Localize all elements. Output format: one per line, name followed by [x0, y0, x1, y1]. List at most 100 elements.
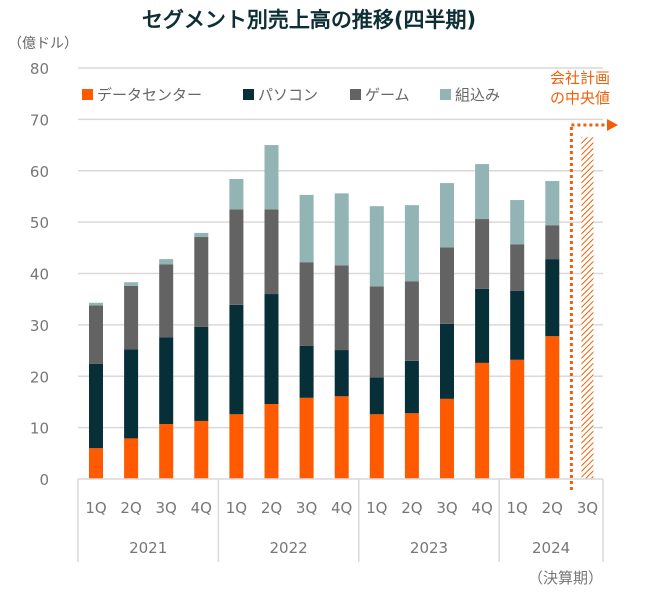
legend: データセンター パソコン ゲーム 組込み — [82, 86, 500, 104]
bar-segment — [404, 413, 419, 479]
bar-segment — [159, 337, 174, 425]
bar-segment — [124, 285, 139, 350]
bar-segment — [89, 305, 103, 364]
x-axis: 1Q 2Q 3Q 4Q 1Q 2Q 3Q 4Q 1Q 2Q 3Q 4Q 1Q 2Q 3Q 2021 2022 20… — [77, 478, 604, 562]
bar-segment — [299, 345, 314, 398]
bar-segment — [194, 420, 209, 479]
bar-segment — [475, 164, 490, 220]
bar-segment — [545, 181, 560, 226]
bar-segment — [334, 265, 349, 351]
legend-label: 組込み — [455, 86, 500, 104]
legend-swatch — [350, 89, 361, 100]
bar-segment — [440, 323, 454, 399]
x-tick-label: 1Q — [226, 499, 247, 517]
bar-segment — [545, 259, 560, 337]
bar-segment — [440, 183, 454, 248]
bar-segment — [194, 232, 209, 238]
x-tick-label: 3Q — [296, 499, 317, 517]
x-tick-label: 4Q — [331, 499, 352, 517]
legend-label: ゲーム — [365, 86, 410, 104]
bar-segment — [194, 237, 209, 327]
bar-segment — [510, 290, 525, 360]
bar-segment — [194, 326, 209, 421]
bar-segment — [229, 414, 244, 479]
x-tick-label: 2Q — [401, 499, 422, 517]
y-tick-label: 20 — [30, 368, 49, 386]
x-tick-label: 4Q — [471, 499, 492, 517]
bar-segment — [124, 349, 139, 439]
bar-segment — [510, 244, 525, 291]
x-tick-label: 1Q — [366, 499, 387, 517]
x-axis-unit-label: （決算期） — [528, 569, 603, 587]
bar-segment — [89, 363, 103, 449]
bar-segment — [264, 294, 279, 404]
year-label: 2023 — [410, 539, 448, 557]
bar-segment — [510, 200, 525, 245]
x-tick-label: 1Q — [507, 499, 528, 517]
bar-segment — [89, 448, 103, 479]
year-label: 2022 — [270, 539, 308, 557]
legend-swatch — [243, 89, 254, 100]
bar-segment — [369, 286, 384, 378]
bar-segment — [124, 282, 139, 286]
bar-segment — [545, 225, 560, 260]
bars — [89, 145, 560, 479]
bar-segment — [440, 247, 454, 324]
x-tick-label: 2Q — [542, 499, 563, 517]
bar-segment — [369, 377, 384, 415]
bar-segment — [369, 414, 384, 479]
bar-segment — [264, 403, 279, 479]
x-tick-label: 3Q — [436, 499, 457, 517]
bar-segment — [89, 302, 103, 306]
bar-segment — [334, 396, 349, 479]
bar-segment — [404, 360, 419, 414]
bar-segment — [475, 219, 490, 289]
y-tick-label: 0 — [39, 471, 49, 489]
bar-segment — [264, 209, 279, 295]
bar-segment — [159, 259, 174, 265]
bar-segment — [404, 205, 419, 282]
bar-segment — [475, 362, 490, 479]
x-tick-label: 3Q — [156, 499, 177, 517]
y-tick-label: 60 — [30, 163, 49, 181]
bar-segment — [159, 264, 174, 338]
bar-segment — [229, 304, 244, 415]
bar-segment — [264, 145, 279, 210]
bar-segment — [159, 424, 174, 479]
y-axis-unit-label: （億ドル） — [8, 36, 78, 52]
bar-segment — [229, 209, 244, 305]
bar-segment — [404, 281, 419, 361]
bar-segment — [545, 336, 560, 479]
bar-segment — [299, 262, 314, 346]
bar-segment — [440, 398, 454, 479]
x-tick-label: 1Q — [85, 499, 106, 517]
x-tick-label: 3Q — [577, 499, 598, 517]
legend-swatch — [82, 89, 93, 100]
y-axis-ticks: 0 10 20 30 40 50 60 70 80 — [30, 60, 49, 489]
year-label: 2024 — [532, 539, 570, 557]
y-tick-label: 70 — [30, 111, 49, 129]
y-tick-label: 40 — [30, 266, 49, 284]
x-tick-label: 2Q — [120, 499, 141, 517]
legend-label: パソコン — [258, 86, 318, 104]
bar-segment — [334, 350, 349, 397]
year-label: 2021 — [129, 539, 167, 557]
y-tick-label: 80 — [30, 60, 49, 78]
chart-title: セグメント別売上高の推移(四半期) — [142, 8, 476, 32]
y-tick-label: 50 — [30, 214, 49, 232]
y-tick-label: 30 — [30, 317, 49, 335]
forecast-annotation: 会社計画 — [550, 69, 610, 87]
bar-segment — [475, 288, 490, 363]
forecast-annotation: の中央値 — [550, 89, 610, 107]
bar-segment — [124, 438, 139, 479]
bar-segment — [299, 397, 314, 479]
legend-label: データセンター — [97, 86, 202, 104]
bar-segment — [334, 193, 349, 266]
bar-segment — [510, 359, 525, 479]
bar-segment — [369, 206, 384, 287]
arrow-head-icon — [607, 119, 618, 131]
bar-segment — [299, 194, 314, 263]
x-tick-label: 4Q — [191, 499, 212, 517]
bar-segment — [229, 178, 244, 210]
